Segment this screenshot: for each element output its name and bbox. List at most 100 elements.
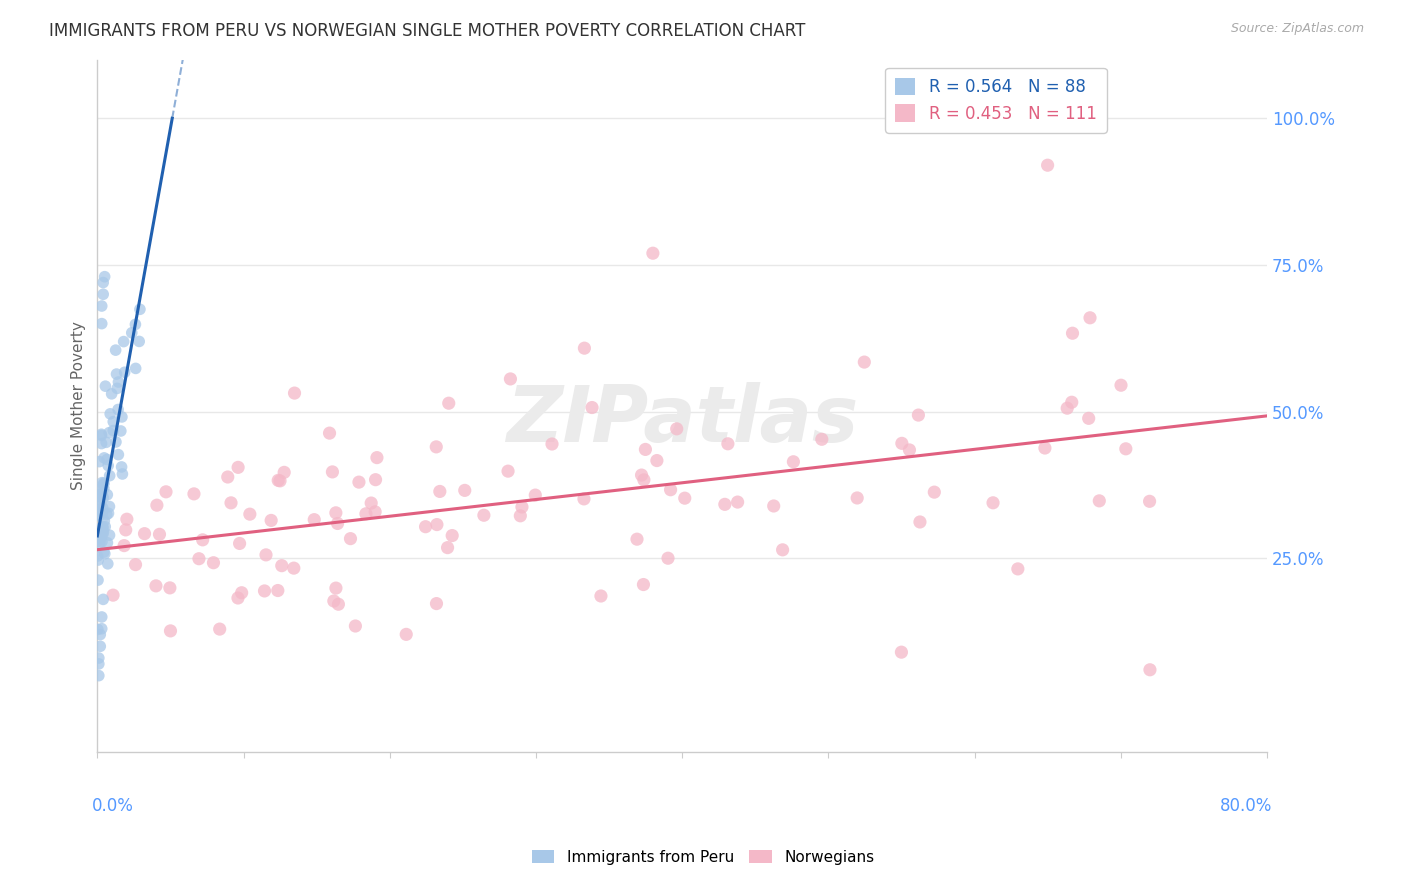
Text: IMMIGRANTS FROM PERU VS NORWEGIAN SINGLE MOTHER POVERTY CORRELATION CHART: IMMIGRANTS FROM PERU VS NORWEGIAN SINGLE… <box>49 22 806 40</box>
Point <box>260 513 283 527</box>
Point <box>318 426 340 441</box>
Point <box>1033 441 1056 455</box>
Point <box>93 476 115 491</box>
Point <box>103 415 125 429</box>
Point <box>270 558 292 573</box>
Point <box>1088 493 1111 508</box>
Point <box>110 424 132 438</box>
Point <box>1077 411 1099 425</box>
Point <box>630 468 652 483</box>
Point <box>107 448 129 462</box>
Point <box>581 401 603 415</box>
Point <box>91 287 114 301</box>
Point <box>208 622 231 636</box>
Point <box>121 326 143 340</box>
Point <box>1036 158 1059 172</box>
Point <box>91 506 114 520</box>
Point <box>191 533 214 547</box>
Point <box>325 506 347 520</box>
Point <box>509 508 531 523</box>
Point <box>364 505 387 519</box>
Point <box>574 341 596 355</box>
Point <box>219 496 242 510</box>
Point <box>128 334 150 349</box>
Point <box>472 508 495 523</box>
Point <box>94 519 117 533</box>
Point <box>90 427 112 442</box>
Point <box>714 497 737 511</box>
Point <box>87 573 110 587</box>
Point <box>269 474 291 488</box>
Point <box>326 516 349 531</box>
Point <box>267 583 290 598</box>
Point <box>364 473 387 487</box>
Point <box>91 521 114 535</box>
Point <box>267 474 290 488</box>
Point <box>91 592 114 607</box>
Point <box>90 497 112 511</box>
Point <box>626 532 648 546</box>
Point <box>89 627 111 641</box>
Point <box>908 515 931 529</box>
Point <box>633 473 655 487</box>
Point <box>226 591 249 605</box>
Point <box>97 506 120 520</box>
Point <box>339 532 361 546</box>
Point <box>188 551 211 566</box>
Point <box>98 500 121 514</box>
Point <box>129 302 152 317</box>
Point <box>1062 326 1084 341</box>
Point <box>91 482 114 496</box>
Legend: R = 0.564   N = 88, R = 0.453   N = 111: R = 0.564 N = 88, R = 0.453 N = 111 <box>886 68 1107 133</box>
Point <box>1139 663 1161 677</box>
Point <box>322 594 344 608</box>
Point <box>89 640 111 654</box>
Point <box>510 500 533 514</box>
Point <box>239 507 262 521</box>
Point <box>665 422 688 436</box>
Point <box>111 467 134 481</box>
Point <box>90 428 112 442</box>
Point <box>890 436 912 450</box>
Point <box>114 365 136 379</box>
Point <box>499 372 522 386</box>
Point <box>360 496 382 510</box>
Point <box>90 317 112 331</box>
Point <box>105 367 128 381</box>
Point <box>1139 494 1161 508</box>
Text: Source: ZipAtlas.com: Source: ZipAtlas.com <box>1230 22 1364 36</box>
Point <box>1056 401 1078 416</box>
Point <box>86 549 108 563</box>
Point <box>87 651 110 665</box>
Point <box>97 557 120 571</box>
Point <box>103 424 125 438</box>
Point <box>183 487 205 501</box>
Point <box>148 527 170 541</box>
Point <box>94 547 117 561</box>
Point <box>110 459 132 474</box>
Point <box>633 577 655 591</box>
Point <box>395 627 418 641</box>
Point <box>105 381 128 395</box>
Point <box>96 488 118 502</box>
Point <box>425 440 447 454</box>
Point <box>572 491 595 506</box>
Point <box>93 481 115 495</box>
Point <box>283 561 305 575</box>
Point <box>981 496 1004 510</box>
Point <box>134 526 156 541</box>
Point <box>321 465 343 479</box>
Point <box>98 468 121 483</box>
Point <box>846 491 869 505</box>
Text: 80.0%: 80.0% <box>1220 797 1272 815</box>
Point <box>124 318 146 332</box>
Point <box>97 458 120 473</box>
Point <box>114 523 136 537</box>
Point <box>524 488 547 502</box>
Point <box>98 425 121 440</box>
Point <box>659 483 682 497</box>
Point <box>228 536 250 550</box>
Point <box>302 513 325 527</box>
Point <box>115 512 138 526</box>
Point <box>96 508 118 522</box>
